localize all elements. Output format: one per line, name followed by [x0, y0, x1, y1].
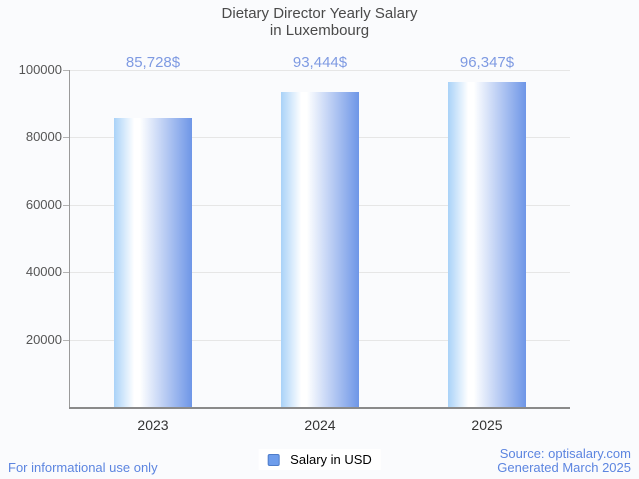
- generated-line: Generated March 2025: [497, 460, 631, 475]
- y-axis-tick: [63, 137, 69, 138]
- x-axis-line: [69, 407, 570, 409]
- x-tick-label: 2023: [137, 417, 169, 433]
- chart-title: Dietary Director Yearly Salary in Luxemb…: [0, 5, 639, 39]
- source-credits[interactable]: Source: optisalary.com Generated March 2…: [497, 447, 631, 475]
- legend-label: Salary in USD: [290, 452, 372, 467]
- bar-value-label: 85,728$: [125, 54, 181, 71]
- y-tick-label: 40000: [25, 264, 62, 279]
- bar-value-label: 93,444$: [292, 54, 348, 71]
- y-axis-tick: [63, 70, 69, 71]
- y-tick-label: 100000: [18, 62, 62, 77]
- y-tick-label: 60000: [25, 197, 62, 212]
- legend[interactable]: Salary in USD: [258, 449, 381, 470]
- chart-title-line2: in Luxembourg: [269, 22, 370, 39]
- chart-title-line1: Dietary Director Yearly Salary: [221, 5, 418, 22]
- y-tick-label: 80000: [25, 129, 62, 144]
- x-tick-label: 2025: [471, 417, 503, 433]
- y-axis-tick: [63, 205, 69, 206]
- salary-bar: [448, 82, 526, 407]
- gridline: [70, 70, 570, 71]
- plot-area: 20000 40000 60000 80000 100000 85,728$ 2023 93,…: [19, 55, 570, 433]
- bar-value-label: 96,347$: [459, 54, 515, 71]
- salary-bar: [114, 118, 192, 407]
- legend-swatch-icon: [267, 453, 280, 466]
- x-tick-label: 2024: [304, 417, 336, 433]
- source-line[interactable]: Source: optisalary.com: [499, 446, 631, 461]
- y-axis-tick: [63, 272, 69, 273]
- salary-bar: [281, 92, 359, 407]
- y-tick-label: 20000: [25, 332, 62, 347]
- y-axis-tick: [63, 340, 69, 341]
- disclaimer-text: For informational use only: [8, 460, 158, 475]
